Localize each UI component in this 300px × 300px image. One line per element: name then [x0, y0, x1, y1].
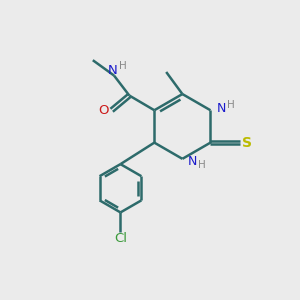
Text: N: N: [108, 64, 117, 77]
Text: N: N: [217, 102, 226, 115]
Text: S: S: [242, 136, 252, 150]
Text: O: O: [98, 104, 109, 117]
Text: H: H: [227, 100, 235, 110]
Text: N: N: [188, 155, 197, 168]
Text: Cl: Cl: [114, 232, 127, 245]
Text: H: H: [198, 160, 206, 170]
Text: H: H: [119, 61, 127, 71]
